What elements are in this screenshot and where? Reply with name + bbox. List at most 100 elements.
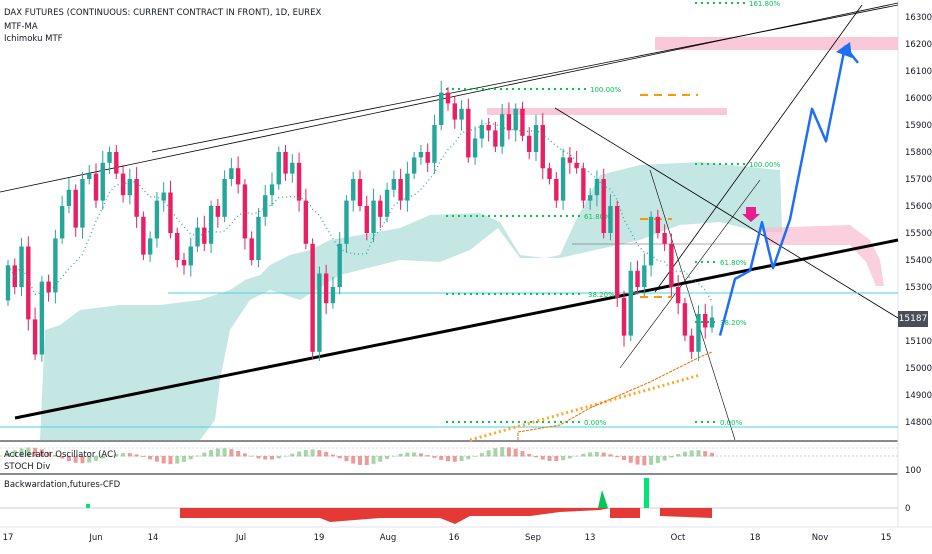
ac-bar xyxy=(209,450,214,457)
candle-body xyxy=(195,227,200,247)
candle-body xyxy=(703,314,708,328)
indicator-mtf-ma[interactable]: MTF-MA xyxy=(4,22,38,32)
ac-bar xyxy=(351,456,356,464)
ac-bar xyxy=(371,456,376,464)
ac-bar xyxy=(385,456,390,460)
trendline xyxy=(619,179,761,369)
candle-body xyxy=(357,179,363,206)
ac-bar xyxy=(60,456,65,459)
ichimoku-cloud xyxy=(40,162,782,440)
candle-body xyxy=(208,206,214,244)
resistance-zone xyxy=(487,108,727,115)
candle-body xyxy=(188,246,193,266)
candle-body xyxy=(323,273,329,304)
candle-body xyxy=(472,138,478,158)
candle-body xyxy=(615,206,620,298)
stoch-pane-label[interactable]: STOCH Div xyxy=(4,462,51,472)
candle-body xyxy=(587,195,593,201)
ac-bar xyxy=(635,456,640,465)
ac-bar xyxy=(26,447,31,457)
candle-body xyxy=(364,206,369,233)
ac-bar xyxy=(412,452,417,457)
candle-body xyxy=(554,179,559,201)
bw-negative-area xyxy=(610,508,712,518)
ac-bar xyxy=(655,456,660,464)
candle-body xyxy=(296,162,302,201)
ac-bar xyxy=(594,451,599,457)
trendline xyxy=(649,169,736,441)
indicator-ichimoku[interactable]: Ichimoku MTF xyxy=(4,34,63,44)
time-tick-label: 17 xyxy=(3,533,14,543)
ac-bar xyxy=(547,456,552,461)
candle-body xyxy=(134,179,139,217)
ac-bar xyxy=(588,452,593,457)
ac-bar xyxy=(121,453,126,457)
candle-body xyxy=(127,179,133,196)
time-tick-label: Oct xyxy=(671,533,686,543)
candle-body xyxy=(337,243,342,287)
resistance-zone xyxy=(655,37,898,50)
candle-body xyxy=(73,189,78,228)
ac-bar xyxy=(493,448,498,457)
time-tick-label: 18 xyxy=(750,533,761,543)
ac-bar xyxy=(33,447,38,457)
candle-body xyxy=(662,233,667,244)
signal-arrow-icon xyxy=(742,207,760,222)
price-tick-label: 16300 xyxy=(905,13,932,23)
fib-label: 38.20% xyxy=(720,319,747,327)
fib-label: 161.80% xyxy=(749,0,780,8)
candle-body xyxy=(181,260,187,266)
ac-bar xyxy=(601,452,606,457)
price-tick-label: 16000 xyxy=(905,94,932,104)
candle-body xyxy=(80,179,85,228)
candle-body xyxy=(141,216,146,255)
candle-body xyxy=(513,108,518,131)
ac-bar xyxy=(46,451,51,457)
candle-body xyxy=(391,179,397,190)
ac-bar xyxy=(263,456,268,460)
backwardation-pane-label[interactable]: Backwardation,futures-CFD xyxy=(4,480,121,490)
ac-bar xyxy=(66,456,71,462)
candle-body xyxy=(398,179,403,201)
ac-bar xyxy=(242,453,247,457)
candle-body xyxy=(628,270,633,336)
time-tick-label: Jul xyxy=(235,533,246,543)
candle-body xyxy=(87,173,92,179)
ac-bar xyxy=(642,456,647,466)
ac-bar xyxy=(405,452,410,457)
candle-body xyxy=(682,303,688,336)
candle-body xyxy=(655,216,661,233)
ac-bar xyxy=(479,453,484,457)
ac-bar xyxy=(710,452,714,457)
ac-bar xyxy=(669,456,674,458)
candle-body xyxy=(32,319,38,355)
ac-bar xyxy=(676,454,681,457)
candle-body xyxy=(533,125,539,152)
price-tick-label: 15300 xyxy=(905,283,932,293)
ac-bar xyxy=(134,454,139,457)
candle-body xyxy=(608,206,613,233)
fib-label: 100.00% xyxy=(749,161,780,169)
ac-bar xyxy=(100,456,105,459)
ac-bar xyxy=(6,453,10,457)
ac-bar xyxy=(215,448,220,457)
ac-bar xyxy=(466,456,471,460)
candle-body xyxy=(486,125,491,131)
time-tick-label: 16 xyxy=(449,533,460,543)
ac-pane-label[interactable]: Accelerator Oscillator (AC) xyxy=(4,450,117,460)
price-tick-label: 16200 xyxy=(905,40,932,50)
candle-body xyxy=(493,130,498,147)
price-tick-label: 15100 xyxy=(905,337,932,347)
ac-bar xyxy=(256,456,261,459)
candle-body xyxy=(371,200,376,233)
candle-body xyxy=(100,162,105,201)
candle-body xyxy=(161,192,166,201)
candle-body xyxy=(547,168,552,179)
candle-body xyxy=(594,179,600,196)
ac-bar xyxy=(80,456,85,464)
candle-body xyxy=(527,135,532,152)
ac-bar xyxy=(175,456,180,464)
candle-body xyxy=(499,114,505,147)
